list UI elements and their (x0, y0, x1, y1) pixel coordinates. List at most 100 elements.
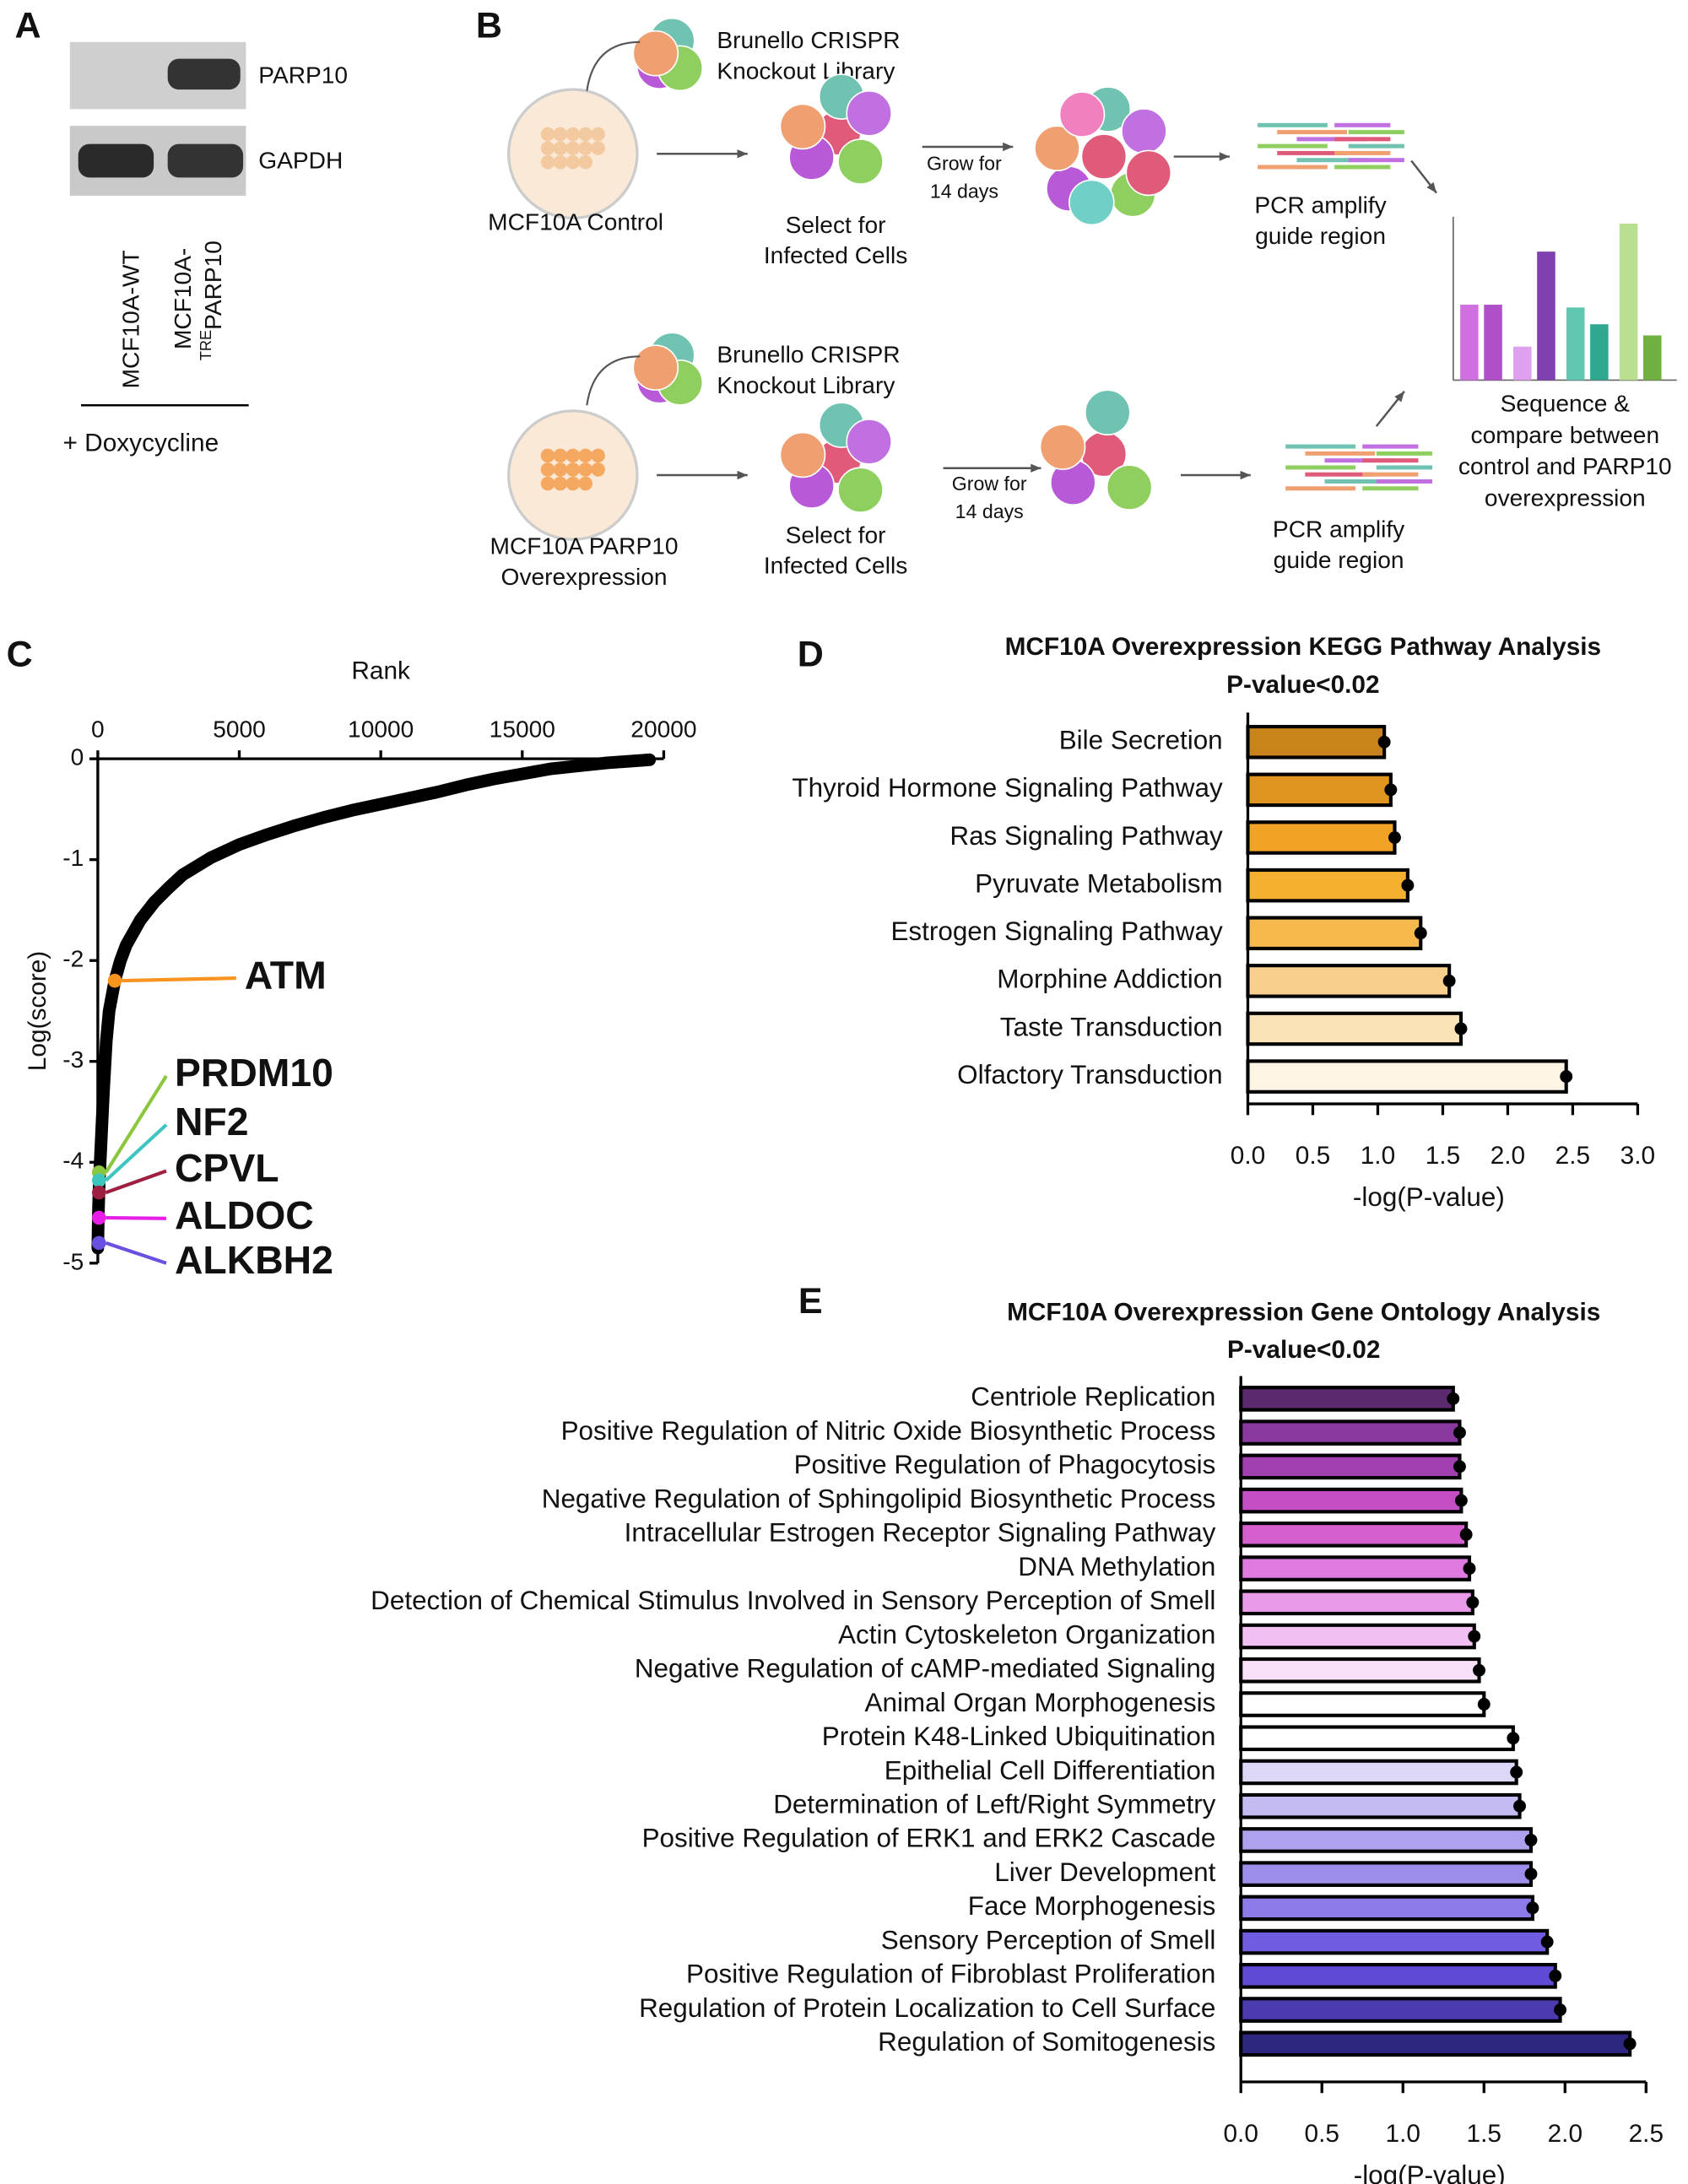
arrow-head (1240, 470, 1251, 480)
category-label: Thyroid Hormone Signaling Pathway (792, 773, 1223, 803)
annotation-line (122, 976, 236, 983)
x-tick-label: 10000 (348, 716, 414, 742)
colony (540, 127, 555, 142)
guide (1376, 451, 1433, 456)
bar (1246, 868, 1409, 903)
icon-bar (1460, 305, 1479, 381)
colony (591, 141, 605, 155)
colony (591, 462, 605, 477)
bar-cap (1623, 2037, 1637, 2051)
y-tick-label: -1 (62, 845, 84, 871)
bar-cap (1513, 1799, 1526, 1813)
arrow-head (737, 470, 748, 480)
cell (632, 30, 679, 77)
colony (553, 448, 568, 463)
icon-bar (1590, 324, 1609, 381)
arrow-head (1003, 142, 1014, 152)
bar-cap (1454, 1494, 1468, 1507)
category-label: Protein K48-Linked Ubiquitination (822, 1722, 1216, 1751)
guide (1348, 158, 1404, 163)
step-label: Sequence & (1501, 391, 1630, 417)
bar (1239, 1386, 1455, 1412)
category-label: Centriole Replication (971, 1382, 1215, 1412)
gene-label: PRDM10 (175, 1051, 333, 1095)
colony (578, 127, 592, 142)
chart-title: MCF10A Overexpression KEGG Pathway Analy… (1005, 633, 1602, 661)
cell (1125, 149, 1172, 197)
guide (1285, 465, 1355, 470)
colony (553, 141, 568, 155)
colony (578, 154, 592, 170)
category-label: Face Morphogenesis (968, 1891, 1216, 1921)
guide (1362, 458, 1419, 463)
colony (540, 141, 555, 155)
colony (578, 141, 592, 155)
guide (1258, 122, 1328, 127)
bar-cap (1540, 1935, 1554, 1949)
guide (1334, 165, 1391, 170)
bar (1246, 772, 1393, 808)
icon-bar (1484, 305, 1502, 381)
category-label: Animal Organ Morphogenesis (865, 1688, 1216, 1717)
highlight-point (107, 973, 122, 988)
step-label: Infected Cells (764, 553, 907, 579)
bar (1239, 1623, 1476, 1650)
bar-cap (1388, 831, 1401, 844)
guide (1362, 486, 1419, 491)
curved-arrow (586, 41, 641, 91)
bar (1239, 1419, 1462, 1446)
cell (779, 103, 826, 150)
guide (1348, 143, 1404, 149)
band (167, 58, 241, 90)
colony (565, 154, 581, 170)
guide (1362, 472, 1419, 477)
category-label: Sensory Perception of Smell (881, 1925, 1216, 1954)
x-tick-label: 2.5 (1555, 1142, 1590, 1170)
guide (1324, 458, 1395, 463)
bar (1246, 820, 1397, 855)
category-label: Positive Regulation of Fibroblast Prolif… (686, 1960, 1215, 1989)
y-tick-label: -3 (62, 1046, 84, 1073)
category-label: DNA Methylation (1018, 1552, 1215, 1581)
icon-bar (1566, 307, 1585, 381)
bar-cap (1384, 783, 1398, 797)
guide (1334, 122, 1391, 127)
cell (1084, 389, 1131, 436)
cell (1058, 91, 1106, 138)
icon-bar (1537, 251, 1555, 381)
arrow-head (1394, 391, 1404, 403)
category-label: Intracellular Estrogen Receptor Signalin… (625, 1518, 1216, 1548)
y-axis-label: Log(score) (24, 951, 51, 1071)
colony (565, 127, 581, 142)
guide (1258, 165, 1328, 170)
bar (1246, 916, 1423, 951)
bar (1239, 1589, 1474, 1616)
arrow-head (1426, 181, 1436, 193)
x-tick-label: 1.5 (1467, 2120, 1501, 2148)
guide (1305, 472, 1376, 477)
bar-cap (1477, 1698, 1491, 1711)
bar (1239, 1997, 1562, 2023)
guide (1334, 150, 1391, 155)
x-tick-label: 20000 (630, 716, 696, 742)
colony (591, 127, 605, 142)
annotation-line (105, 1123, 168, 1182)
category-label: Taste Transduction (1000, 1012, 1223, 1041)
colony (565, 448, 581, 463)
annotation-line (106, 1215, 167, 1220)
step-label: control and PARP10 (1458, 453, 1672, 479)
x-tick-label: 15000 (490, 716, 555, 742)
guide (1296, 137, 1367, 142)
panel-letter: B (476, 6, 502, 46)
bar-cap (1414, 927, 1427, 940)
lane-label: TREPARP10 (197, 241, 227, 360)
category-label: Olfactory Transduction (957, 1060, 1223, 1089)
category-label: Estrogen Signaling Pathway (890, 916, 1222, 946)
cell (1069, 179, 1115, 226)
bar-cap (1473, 1663, 1485, 1677)
step-label: guide region (1274, 547, 1404, 573)
gene-label: ALKBH2 (175, 1238, 333, 1282)
cell (779, 431, 826, 478)
step-label: PCR amplify (1254, 192, 1386, 219)
